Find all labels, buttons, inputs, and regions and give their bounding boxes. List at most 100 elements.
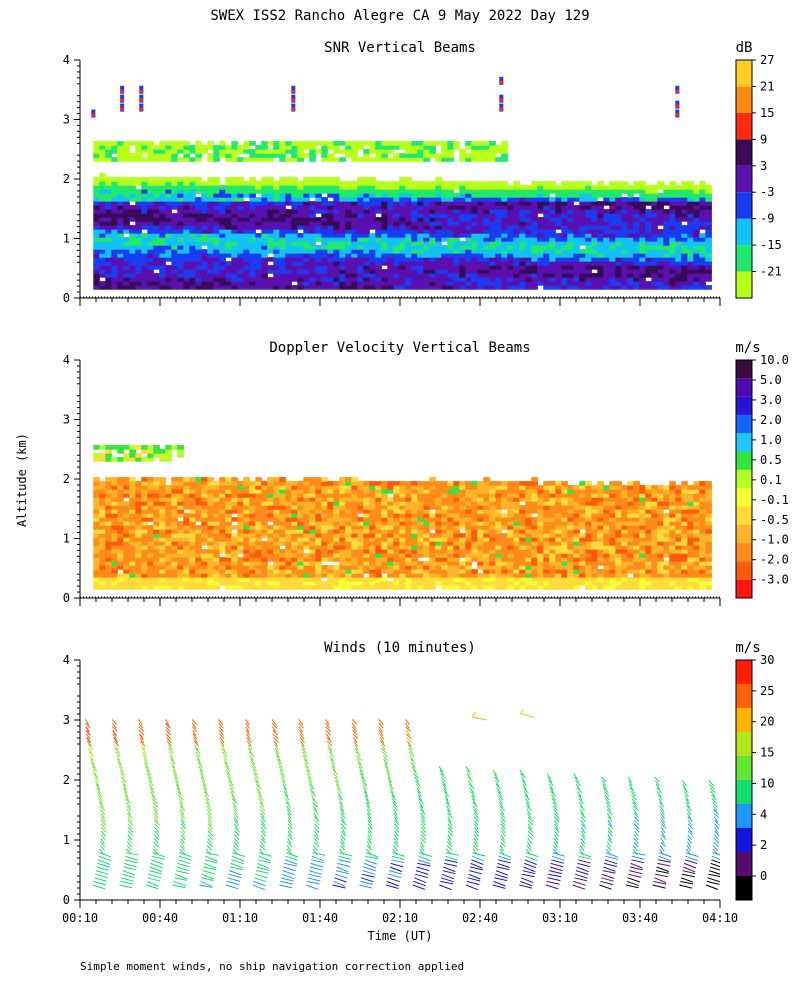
snr-cell	[171, 189, 178, 194]
doppler-cell	[261, 569, 268, 574]
snr-cell	[453, 249, 460, 254]
doppler-cell	[363, 525, 370, 530]
doppler-cell	[219, 493, 226, 498]
doppler-cell	[381, 521, 388, 526]
doppler-cell	[255, 525, 262, 530]
snr-cell	[297, 185, 304, 190]
snr-cell	[99, 149, 106, 154]
doppler-cell	[447, 501, 454, 506]
snr-cell	[369, 217, 376, 222]
doppler-cell	[249, 537, 256, 542]
snr-cell	[609, 253, 616, 258]
snr-cell	[381, 285, 388, 290]
snr-cell	[333, 193, 340, 198]
doppler-cell	[255, 561, 262, 566]
snr-cell	[159, 265, 166, 270]
snr-cell	[501, 205, 508, 210]
snr-cell	[213, 285, 220, 290]
snr-cell	[597, 245, 604, 250]
snr-cell	[237, 225, 244, 230]
doppler-cell	[195, 553, 202, 558]
doppler-cell	[351, 549, 358, 554]
doppler-cell	[273, 569, 280, 574]
doppler-cell	[381, 493, 388, 498]
doppler-cell	[369, 493, 376, 498]
snr-cell	[219, 197, 226, 202]
snr-cell	[423, 217, 430, 222]
snr-cell	[249, 257, 256, 262]
doppler-cell	[243, 573, 250, 578]
doppler-cell	[447, 493, 454, 498]
snr-cell	[369, 277, 376, 282]
snr-cell	[603, 281, 610, 286]
doppler-cell	[201, 537, 208, 542]
doppler-cell	[453, 565, 460, 570]
snr-cell	[153, 213, 160, 218]
snr-cell	[225, 273, 232, 278]
snr-cell	[189, 253, 196, 258]
snr-cell	[237, 241, 244, 246]
snr-cell	[627, 229, 634, 234]
snr-cell	[687, 221, 694, 226]
doppler-cell	[387, 517, 394, 522]
snr-cell	[651, 185, 658, 190]
snr-cell	[519, 213, 526, 218]
snr-cell	[447, 225, 454, 230]
snr-cell	[213, 281, 220, 286]
snr-cell	[465, 261, 472, 266]
snr-cell	[273, 209, 280, 214]
snr-cell	[549, 241, 556, 246]
doppler-cell	[459, 509, 466, 514]
doppler-cell	[243, 517, 250, 522]
snr-cell	[345, 217, 352, 222]
snr-cell	[285, 225, 292, 230]
snr-cell	[423, 157, 430, 162]
doppler-cell	[99, 489, 106, 494]
doppler-cell	[207, 505, 214, 510]
doppler-cell	[171, 573, 178, 578]
snr-cell	[543, 221, 550, 226]
snr-cell	[519, 245, 526, 250]
snr-cell	[339, 245, 346, 250]
doppler-cell	[195, 533, 202, 538]
doppler-cell	[447, 581, 454, 586]
doppler-cell	[195, 517, 202, 522]
snr-cell	[417, 209, 424, 214]
snr-cell	[477, 269, 484, 274]
doppler-cell	[153, 549, 160, 554]
snr-cell	[591, 217, 598, 222]
snr-cell	[549, 233, 556, 238]
doppler-cell	[411, 497, 418, 502]
snr-cell	[525, 261, 532, 266]
snr-cell	[231, 261, 238, 266]
doppler-cell	[99, 481, 106, 486]
snr-cell	[633, 277, 640, 282]
snr-cell	[393, 213, 400, 218]
snr-cell	[657, 245, 664, 250]
snr-cell	[519, 193, 526, 198]
snr-cell	[675, 269, 682, 274]
snr-colorbar-swatch	[736, 271, 752, 298]
snr-cell	[561, 201, 568, 206]
doppler-cell	[177, 549, 184, 554]
doppler-cell	[165, 509, 172, 514]
snr-cell	[237, 205, 244, 210]
snr-cell	[495, 277, 502, 282]
doppler-cell	[237, 513, 244, 518]
snr-cell	[231, 217, 238, 222]
doppler-cell	[435, 541, 442, 546]
snr-cell	[183, 189, 190, 194]
snr-cell	[429, 269, 436, 274]
doppler-cell	[177, 513, 184, 518]
snr-cell	[681, 273, 688, 278]
snr-cell	[393, 205, 400, 210]
doppler-cell	[273, 477, 280, 482]
snr-cell	[159, 177, 166, 182]
doppler-cell	[429, 501, 436, 506]
snr-cell	[585, 265, 592, 270]
snr-cell	[507, 209, 514, 214]
snr-cell	[267, 141, 274, 146]
snr-cell	[123, 245, 130, 250]
doppler-cell	[195, 577, 202, 582]
doppler-cell	[471, 505, 478, 510]
